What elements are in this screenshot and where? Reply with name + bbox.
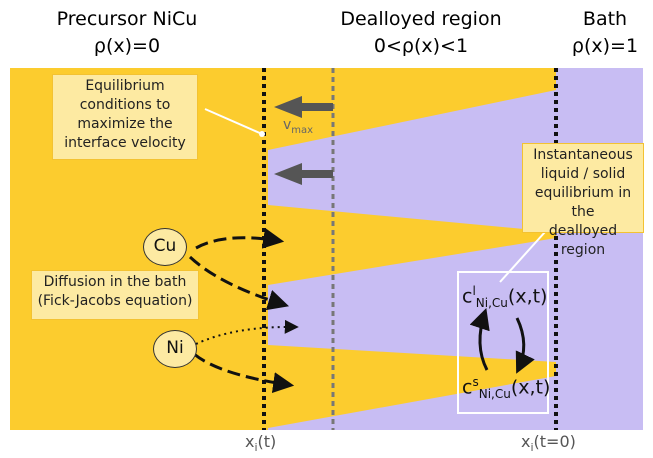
note-instantaneous-line: equilibrium in the (534, 185, 632, 220)
liquid-concentration: clNi,Cu(x,t) (462, 284, 547, 310)
note-instantaneous-line: liquid / solid (540, 166, 626, 182)
header-dealloyed: Dealloyed region 0<ρ(x)<1 (326, 6, 516, 60)
liquid-conc-base: c (462, 285, 473, 308)
ni-arrow-lower (193, 352, 295, 394)
bath-region (556, 68, 643, 430)
equilibrium-box (457, 271, 549, 414)
note-instantaneous-line: Instantaneous (533, 147, 633, 163)
initial-position-label: xi(t=0) (521, 432, 576, 454)
note-instantaneous-line: dealloyed region (548, 223, 618, 258)
header-bath-condition: ρ(x)=1 (571, 35, 639, 57)
solid-concentration: csNi,Cu(x,t) (462, 375, 550, 401)
liquid-conc-sup: l (472, 284, 476, 298)
species-ni-label: Ni (166, 338, 184, 358)
species-cu-node: Cu (143, 228, 187, 266)
header-bath: Bath ρ(x)=1 (560, 6, 650, 60)
instantaneous-leader (499, 231, 546, 283)
header-dealloyed-condition: 0<ρ(x)<1 (373, 35, 469, 57)
solid-conc-sup: s (472, 375, 479, 389)
interface-pos-base: x (245, 432, 255, 451)
species-cu-label: Cu (153, 236, 177, 256)
header-precursor-condition: ρ(x)=0 (93, 35, 161, 57)
initial-pos-base: x (521, 432, 531, 451)
velocity-arrow-bottom (274, 163, 333, 185)
note-instantaneous: Instantaneous liquid / solid equilibrium… (522, 143, 644, 258)
velocity-symbol: v (283, 117, 292, 133)
exchange-arrow-up (469, 308, 490, 371)
header-bath-title: Bath (582, 8, 628, 30)
solid-conc-sub: Ni,Cu (478, 387, 511, 402)
initial-pos-sub: i (530, 441, 534, 455)
initial-pos-args: (t=0) (533, 432, 576, 451)
liquid-conc-args: (x,t) (507, 285, 548, 308)
liquid-conc-sub: Ni,Cu (475, 296, 508, 311)
note-diffusion-line: Diffusion in the bath (43, 274, 187, 290)
header-precursor-title: Precursor NiCu (56, 8, 198, 30)
cu-arrow-lower (188, 255, 290, 311)
species-ni-node: Ni (153, 330, 197, 368)
header-dealloyed-title: Dealloyed region (340, 8, 502, 30)
cu-arrow-upper (195, 227, 285, 250)
interface-pos-args: (t) (257, 432, 277, 451)
note-diffusion-line: (Fick-Jacobs equation) (37, 293, 193, 309)
equilibrium-point (259, 131, 265, 137)
note-equilibrium-line: conditions to (79, 97, 171, 113)
exchange-arrow-down (515, 317, 535, 374)
note-equilibrium-line: interface velocity (64, 135, 186, 151)
note-diffusion: Diffusion in the bath (Fick-Jacobs equat… (31, 270, 199, 320)
header-precursor: Precursor NiCu ρ(x)=0 (42, 6, 212, 60)
solid-conc-base: c (462, 376, 473, 399)
interface-pos-sub: i (254, 441, 258, 455)
note-equilibrium-line: maximize the (77, 116, 173, 132)
velocity-subscript: max (291, 124, 314, 136)
ligament-2 (268, 205, 556, 285)
note-equilibrium-line: Equilibrium (85, 78, 165, 94)
velocity-arrow-top (274, 96, 333, 118)
ligament-1 (268, 68, 556, 150)
velocity-label: vmax (283, 117, 313, 136)
interface-position-label: xi(t) (245, 432, 276, 454)
equilibrium-leader (204, 108, 263, 135)
solid-conc-args: (x,t) (510, 376, 551, 399)
note-equilibrium: Equilibrium conditions to maximize the i… (52, 74, 198, 160)
